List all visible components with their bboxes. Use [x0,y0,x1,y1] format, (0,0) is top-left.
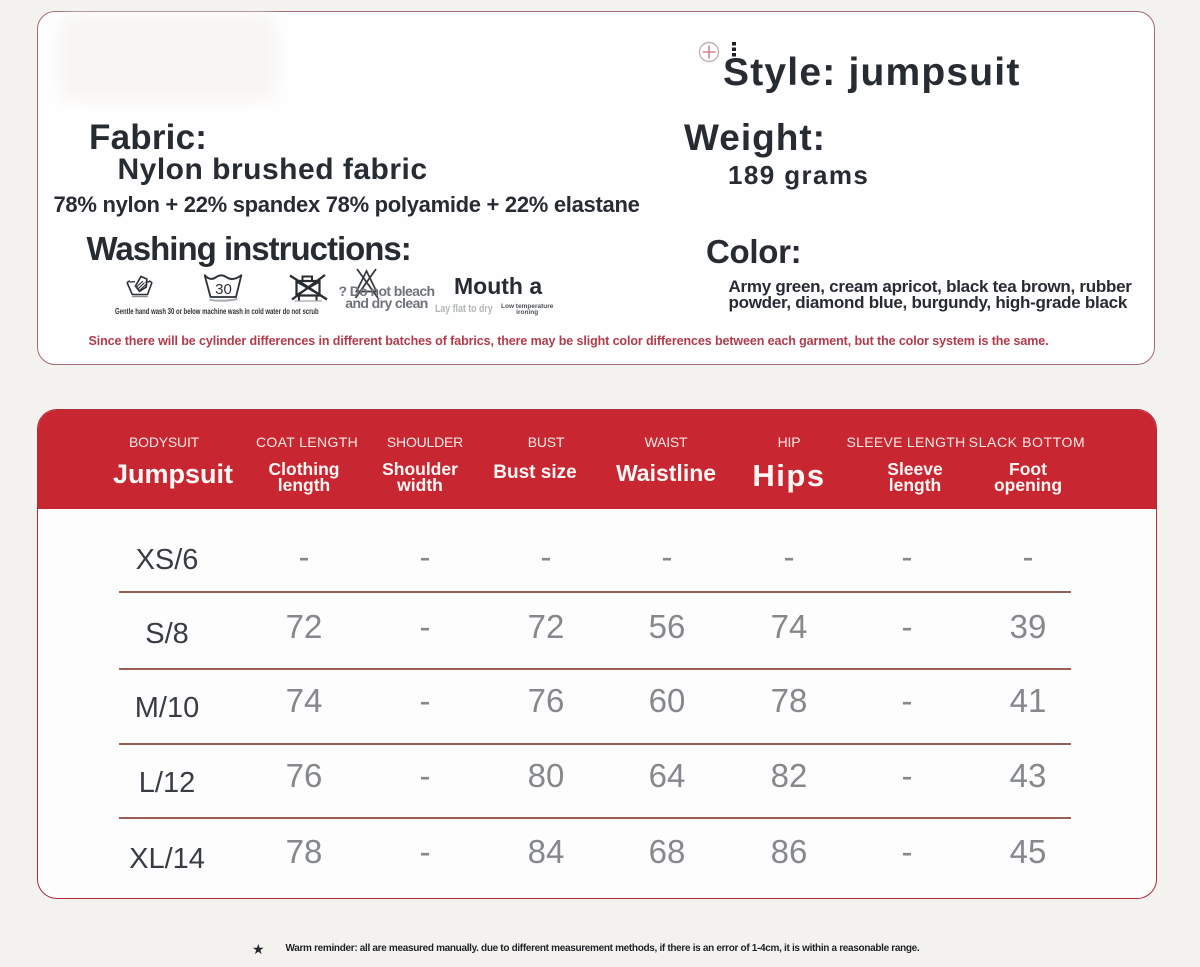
svg-text:30: 30 [215,281,232,298]
